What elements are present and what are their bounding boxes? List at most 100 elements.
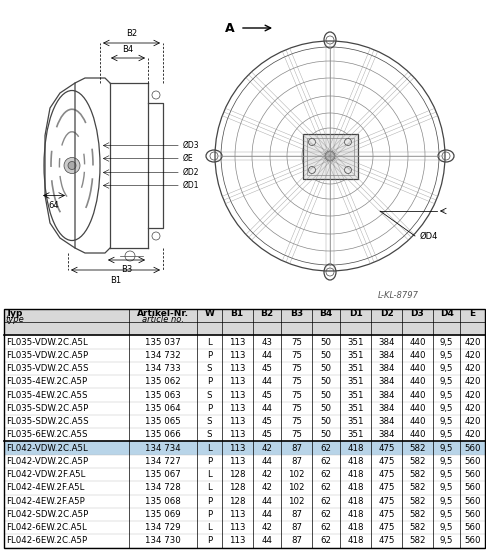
Text: 135 066: 135 066	[145, 430, 180, 439]
Text: 44: 44	[261, 536, 272, 546]
Text: 134 732: 134 732	[145, 351, 180, 360]
Text: 582: 582	[409, 536, 426, 546]
Text: B4: B4	[122, 45, 134, 54]
Text: 62: 62	[321, 470, 331, 479]
Text: 75: 75	[291, 430, 302, 439]
Text: 42: 42	[261, 523, 272, 532]
Text: 420: 420	[464, 417, 481, 426]
Text: 560: 560	[464, 483, 481, 492]
Text: 475: 475	[379, 457, 395, 466]
Text: B1: B1	[110, 276, 121, 285]
Text: 420: 420	[464, 377, 481, 386]
Text: 9,5: 9,5	[440, 483, 453, 492]
Text: 135 067: 135 067	[145, 470, 180, 479]
Text: 9,5: 9,5	[440, 404, 453, 413]
Text: 440: 440	[409, 390, 426, 400]
Text: B2: B2	[126, 29, 137, 38]
Text: 9,5: 9,5	[440, 523, 453, 532]
Text: FL042-SDW.2C.A5P: FL042-SDW.2C.A5P	[6, 510, 88, 519]
Bar	[4, 534, 485, 548]
Text: 384: 384	[379, 430, 395, 439]
Text: 418: 418	[347, 444, 364, 453]
Text: D2: D2	[380, 309, 394, 318]
Text: 351: 351	[347, 404, 364, 413]
Text: 440: 440	[409, 430, 426, 439]
Text: 44: 44	[261, 497, 272, 505]
Text: 102: 102	[288, 483, 305, 492]
Text: 62: 62	[321, 483, 331, 492]
Text: 418: 418	[347, 523, 364, 532]
Text: FL035-SDW.2C.A5S: FL035-SDW.2C.A5S	[6, 417, 88, 426]
Text: D3: D3	[411, 309, 424, 318]
Text: 134 733: 134 733	[145, 364, 180, 373]
Text: 418: 418	[347, 510, 364, 519]
Text: 9,5: 9,5	[440, 377, 453, 386]
Text: FL035-VDW.2C.A5S: FL035-VDW.2C.A5S	[6, 364, 88, 373]
Text: Typ: Typ	[6, 309, 23, 318]
Text: 384: 384	[379, 351, 395, 360]
Text: 440: 440	[409, 417, 426, 426]
Text: 384: 384	[379, 417, 395, 426]
Bar	[4, 442, 485, 455]
Text: 418: 418	[347, 470, 364, 479]
Text: 351: 351	[347, 430, 364, 439]
Text: 113: 113	[229, 338, 245, 346]
Text: 475: 475	[379, 510, 395, 519]
Text: FL042-4EW.2F.A5P: FL042-4EW.2F.A5P	[6, 497, 85, 505]
Text: P: P	[207, 497, 212, 505]
Text: 9,5: 9,5	[440, 510, 453, 519]
Text: B3: B3	[290, 309, 303, 318]
Text: 113: 113	[229, 536, 245, 546]
Text: 75: 75	[291, 417, 302, 426]
Text: 50: 50	[321, 351, 331, 360]
Text: 582: 582	[409, 483, 426, 492]
Text: 475: 475	[379, 523, 395, 532]
Text: 582: 582	[409, 510, 426, 519]
Text: 418: 418	[347, 497, 364, 505]
Text: 9,5: 9,5	[440, 364, 453, 373]
Text: 113: 113	[229, 510, 245, 519]
Text: 384: 384	[379, 364, 395, 373]
Text: 62: 62	[321, 523, 331, 532]
Text: 560: 560	[464, 510, 481, 519]
Text: P: P	[207, 457, 212, 466]
Text: 44: 44	[261, 510, 272, 519]
Bar	[302, 134, 358, 179]
Text: 75: 75	[291, 404, 302, 413]
Text: L-KL-8797: L-KL-8797	[378, 291, 419, 300]
Text: FL035-VDW.2C.A5P: FL035-VDW.2C.A5P	[6, 351, 88, 360]
Text: FL035-4EW.2C.A5P: FL035-4EW.2C.A5P	[6, 377, 87, 386]
Text: 135 037: 135 037	[145, 338, 180, 346]
Text: 9,5: 9,5	[440, 351, 453, 360]
Text: 582: 582	[409, 457, 426, 466]
Text: 384: 384	[379, 377, 395, 386]
Text: type: type	[6, 315, 25, 324]
Text: 135 069: 135 069	[145, 510, 180, 519]
Text: 9,5: 9,5	[440, 430, 453, 439]
Text: 475: 475	[379, 483, 395, 492]
Text: S: S	[207, 364, 212, 373]
Circle shape	[325, 151, 335, 161]
Text: 75: 75	[291, 351, 302, 360]
Text: 44: 44	[261, 457, 272, 466]
Text: FL042-6EW.2C.A5L: FL042-6EW.2C.A5L	[6, 523, 87, 532]
Text: B4: B4	[319, 309, 333, 318]
Bar	[4, 508, 485, 521]
Text: 135 063: 135 063	[145, 390, 180, 400]
Text: FL042-4EW.2F.A5L: FL042-4EW.2F.A5L	[6, 483, 84, 492]
Text: 62: 62	[321, 536, 331, 546]
Circle shape	[68, 162, 76, 169]
Bar	[4, 455, 485, 468]
Text: 102: 102	[288, 470, 305, 479]
Bar	[4, 336, 485, 349]
Text: FL035-6EW.2C.A5S: FL035-6EW.2C.A5S	[6, 430, 87, 439]
Text: A: A	[226, 21, 235, 35]
Text: 475: 475	[379, 497, 395, 505]
Text: 420: 420	[464, 338, 481, 346]
Text: 418: 418	[347, 536, 364, 546]
Text: S: S	[207, 417, 212, 426]
Text: 134 728: 134 728	[145, 483, 180, 492]
Text: 50: 50	[321, 364, 331, 373]
Text: 475: 475	[379, 536, 395, 546]
Text: 42: 42	[261, 483, 272, 492]
